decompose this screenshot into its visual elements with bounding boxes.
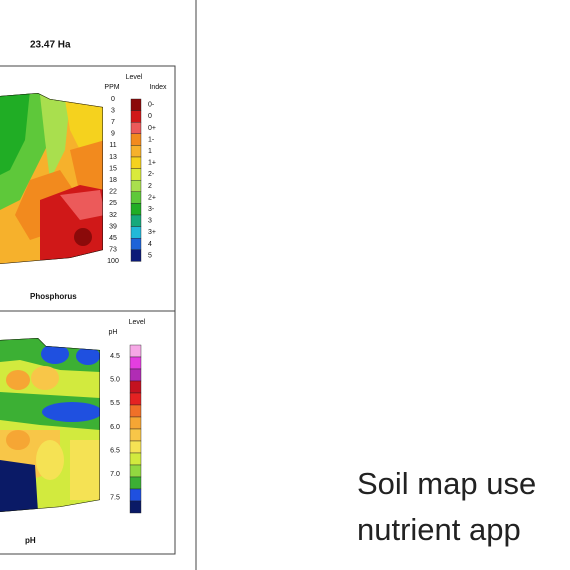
legend-ph: 4.5 [110, 353, 120, 360]
legend-ph: 5.0 [110, 376, 120, 383]
legend-swatch [130, 133, 142, 146]
legend-swatch [129, 488, 142, 502]
legend-ph: 6.5 [110, 447, 120, 454]
legend-swatch [129, 464, 142, 478]
legend-swatch [130, 226, 142, 239]
legend-index: 3+ [148, 229, 156, 236]
legend-swatch [129, 416, 142, 430]
legend-index: 2+ [148, 194, 156, 201]
legend-ppm: 13 [109, 154, 117, 161]
phosphorus-map [0, 93, 103, 264]
legend-ph: 5.5 [110, 400, 120, 407]
caption-line: nutrient app [357, 512, 521, 547]
legend-index: 1+ [148, 160, 156, 167]
caption-line: Soil map use [357, 466, 536, 501]
legend-ppm: 15 [109, 165, 117, 172]
legend-swatch [130, 179, 142, 192]
legend-index: 2 [148, 183, 152, 190]
legend-index: 3 [148, 218, 152, 225]
legend-swatch [129, 476, 142, 490]
legend-swatch [130, 168, 142, 181]
legend-swatch [130, 214, 142, 227]
legend-ppm: 73 [109, 247, 117, 254]
legend-swatch [129, 344, 142, 358]
legend-ph: 7.0 [110, 471, 120, 478]
legend-swatch [130, 98, 142, 111]
legend-ppm: 3 [111, 107, 115, 114]
map-label: Phosphorus [30, 292, 77, 301]
legend-swatch [129, 404, 142, 418]
legend-ppm: 32 [109, 212, 117, 219]
legend-swatch [129, 356, 142, 370]
map-label: pH [25, 536, 36, 545]
legend-swatch [130, 145, 142, 158]
legend-index: 5 [148, 252, 152, 259]
legend-ppm: 39 [109, 223, 117, 230]
legend-column: pH [109, 329, 118, 336]
legend-swatch [130, 249, 142, 262]
legend-ph: 7.5 [110, 495, 120, 502]
legend-swatch [129, 392, 142, 406]
legend-index: 0+ [148, 125, 156, 132]
legend-ph: 6.0 [110, 424, 120, 431]
legend-index: 4 [148, 241, 152, 248]
legend-column: Index [149, 84, 167, 91]
legend-swatch [130, 121, 142, 134]
ph-legend: Level pH 4.5 5.0 5.5 6.0 6.5 7.0 7.5 [109, 319, 146, 514]
legend-index: 1- [148, 136, 155, 143]
legend-index: 0 [148, 113, 152, 120]
legend-column: PPM [104, 84, 119, 91]
legend-index: 2- [148, 171, 155, 178]
legend-ppm: 100 [107, 258, 119, 265]
legend-ppm: 45 [109, 235, 117, 242]
legend-ppm: 11 [109, 142, 116, 149]
legend-ppm: 9 [111, 131, 115, 138]
legend-ppm: 25 [109, 200, 117, 207]
legend-ppm: 7 [111, 119, 115, 126]
legend-swatch [130, 203, 142, 216]
legend-swatch [129, 452, 142, 466]
legend-heading: Level [126, 74, 143, 81]
legend-swatch [129, 368, 142, 382]
legend-swatch [129, 380, 142, 394]
legend-index: 3- [148, 206, 155, 213]
legend-swatch [129, 500, 142, 514]
legend-ppm: 22 [109, 189, 117, 196]
legend-swatch [130, 110, 142, 123]
ph-map [0, 338, 100, 512]
area-title: 23.47 Ha [30, 40, 71, 51]
legend-index: 1 [148, 148, 152, 155]
legend-swatch [130, 237, 142, 250]
legend-swatch [129, 428, 142, 442]
legend-ppm: 18 [109, 177, 117, 184]
legend-swatch [129, 440, 142, 454]
legend-swatch [130, 191, 142, 204]
legend-swatch [130, 156, 142, 169]
legend-index: 0- [148, 102, 155, 109]
legend-ppm: 0 [111, 96, 115, 103]
map-frame [0, 65, 176, 555]
legend-heading: Level [129, 319, 146, 326]
